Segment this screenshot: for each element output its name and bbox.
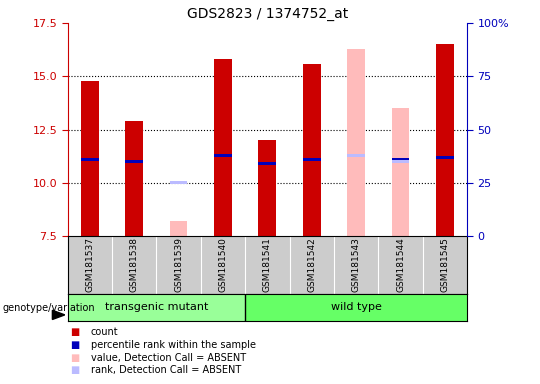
Text: GSM181539: GSM181539: [174, 237, 183, 293]
Bar: [347, 154, 365, 157]
Bar: [125, 121, 143, 236]
Text: transgenic mutant: transgenic mutant: [105, 302, 208, 312]
Bar: [259, 140, 276, 236]
Bar: [81, 158, 99, 161]
Text: GSM181542: GSM181542: [307, 238, 316, 292]
Bar: [303, 63, 321, 236]
Bar: [259, 162, 276, 165]
Bar: [170, 181, 187, 184]
Bar: [125, 160, 143, 163]
Text: GSM181543: GSM181543: [352, 238, 361, 292]
Bar: [392, 160, 409, 163]
Text: GSM181544: GSM181544: [396, 238, 405, 292]
Title: GDS2823 / 1374752_at: GDS2823 / 1374752_at: [187, 7, 348, 21]
Text: value, Detection Call = ABSENT: value, Detection Call = ABSENT: [91, 353, 246, 362]
Text: ■: ■: [70, 340, 79, 350]
Text: percentile rank within the sample: percentile rank within the sample: [91, 340, 256, 350]
Bar: [436, 44, 454, 236]
Polygon shape: [52, 310, 65, 319]
Bar: [245, 294, 467, 321]
Text: GSM181545: GSM181545: [441, 238, 449, 292]
Bar: [214, 154, 232, 157]
Text: wild type: wild type: [330, 302, 382, 312]
Text: genotype/variation: genotype/variation: [3, 303, 96, 313]
Text: ■: ■: [70, 353, 79, 362]
Bar: [392, 108, 409, 236]
Text: ■: ■: [70, 327, 79, 337]
Bar: [392, 158, 409, 161]
Text: rank, Detection Call = ABSENT: rank, Detection Call = ABSENT: [91, 365, 241, 375]
Bar: [68, 294, 245, 321]
Bar: [303, 158, 321, 161]
Bar: [347, 49, 365, 236]
Text: ■: ■: [70, 365, 79, 375]
Text: GSM181540: GSM181540: [218, 238, 227, 292]
Text: count: count: [91, 327, 118, 337]
Bar: [214, 59, 232, 236]
Text: GSM181541: GSM181541: [263, 238, 272, 292]
Bar: [81, 81, 99, 236]
Text: GSM181537: GSM181537: [85, 237, 94, 293]
Bar: [170, 221, 187, 236]
Bar: [436, 156, 454, 159]
Text: GSM181538: GSM181538: [130, 237, 139, 293]
